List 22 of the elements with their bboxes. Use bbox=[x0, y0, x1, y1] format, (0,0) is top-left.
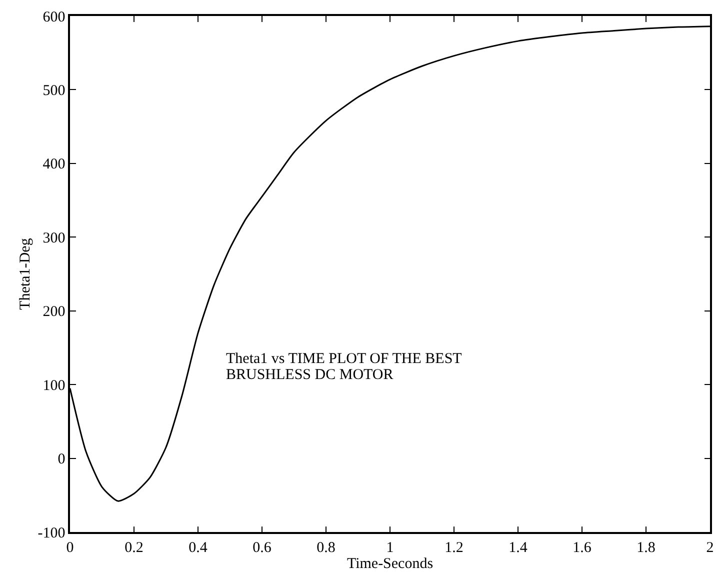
y-axis-title: Theta1-Deg bbox=[18, 238, 34, 310]
y-tick-label: 500 bbox=[42, 82, 66, 99]
x-tick-label: 1.8 bbox=[636, 540, 656, 556]
x-tick-label: 0.8 bbox=[316, 540, 336, 556]
x-tick-label: 1.6 bbox=[572, 540, 592, 556]
x-tick-label: 1.2 bbox=[444, 540, 464, 556]
y-tick-label: 0 bbox=[58, 452, 66, 468]
x-tick-label: 1 bbox=[386, 540, 394, 556]
x-axis-title: Time-Seconds bbox=[346, 556, 434, 572]
x-tick-label: 1.4 bbox=[508, 540, 528, 556]
y-tick-label: -100 bbox=[38, 525, 66, 542]
y-tick-label: 100 bbox=[42, 378, 66, 394]
y-tick-label: 200 bbox=[42, 304, 66, 320]
y-tick-label: 600 bbox=[42, 9, 66, 26]
annotation: BRUSHLESS DC MOTOR bbox=[226, 367, 394, 383]
y-tick-label: 300 bbox=[42, 230, 66, 246]
x-tick-label: 0.2 bbox=[124, 540, 144, 556]
x-tick-label: 0.6 bbox=[252, 540, 272, 556]
y-tick-label: 400 bbox=[42, 156, 66, 173]
x-tick-label: 2 bbox=[706, 540, 714, 556]
annotation: Theta1 vs TIME PLOT OF THE BEST bbox=[226, 351, 462, 367]
x-tick-label: 0.4 bbox=[188, 540, 208, 556]
